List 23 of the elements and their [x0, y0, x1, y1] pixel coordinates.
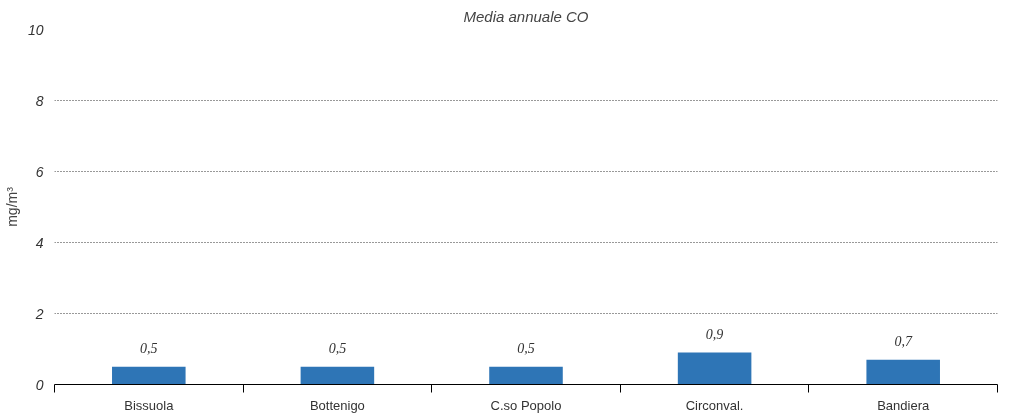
data-label: 0,7 [894, 333, 913, 349]
data-label: 0,5 [140, 340, 158, 356]
y-tick-label: 0 [35, 376, 44, 393]
y-tick-label: 8 [35, 92, 44, 109]
bar [112, 366, 186, 385]
y-axis-title: mg/m³ [3, 186, 20, 227]
x-tick-label: Bottenigo [309, 397, 365, 413]
bar [677, 352, 752, 385]
bar [866, 359, 940, 385]
chart-title: Media annuale CO [463, 7, 589, 25]
y-tick-label: 2 [34, 305, 44, 322]
x-tick-label: Bissuola [124, 397, 175, 413]
bar [489, 366, 563, 385]
data-label: 0,5 [328, 340, 347, 356]
y-tick-label: 6 [35, 163, 44, 180]
x-tick-label: C.so Popolo [490, 397, 562, 413]
data-label: 0,9 [705, 326, 724, 342]
y-tick-label: 10 [27, 21, 44, 38]
x-tick-label: Bandiera [877, 397, 930, 413]
y-tick-label: 4 [35, 234, 44, 251]
x-tick-label: Circonval. [685, 397, 744, 413]
data-label: 0,5 [517, 340, 535, 356]
bar [300, 366, 375, 385]
